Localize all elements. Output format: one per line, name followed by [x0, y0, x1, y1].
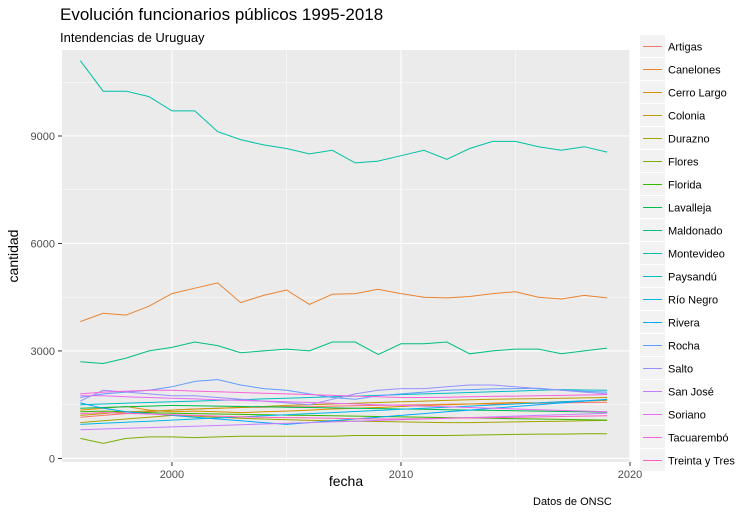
legend-label: Rocha [668, 341, 701, 353]
series-line [80, 412, 608, 420]
y-tick-label: 6000 [31, 238, 55, 250]
y-tick-label: 9000 [31, 131, 55, 143]
legend-label: Tacuarembó [668, 433, 729, 445]
major-grid [62, 50, 631, 462]
series-line [80, 412, 608, 431]
legend-label: Salto [668, 364, 693, 376]
legend-label: Rivera [668, 318, 701, 330]
series-line [80, 410, 608, 421]
series-line [80, 399, 608, 425]
series-line [80, 379, 608, 400]
series-line [80, 433, 608, 444]
y-tick-label: 3000 [31, 346, 55, 358]
legend-label: Florida [668, 180, 703, 192]
legend-label: Cerro Largo [668, 88, 727, 100]
series-line [80, 384, 608, 406]
series-line [80, 399, 608, 414]
x-tick-label: 2010 [389, 469, 413, 481]
chart-caption: Datos de ONSC [533, 496, 612, 508]
chart-subtitle: Intendencias de Uruguay [60, 30, 205, 45]
chart-title: Evolución funcionarios públicos 1995-201… [60, 5, 384, 24]
y-axis-title: cantidad [5, 230, 21, 283]
legend: Artigas Canelones Cerro Largo Colonia Durazn… [640, 35, 735, 471]
series-line [80, 404, 608, 413]
y-tick-label: 0 [49, 453, 55, 465]
series-line [80, 395, 608, 413]
legend-label: Lavalleja [668, 203, 712, 215]
legend-label: Río Negro [668, 295, 718, 307]
legend-label: Colonia [668, 111, 706, 123]
series-line [80, 389, 608, 398]
legend-label: Canelones [668, 65, 721, 77]
series-line [80, 341, 608, 365]
legend-label: Flores [668, 157, 699, 169]
legend-label: Paysandú [668, 272, 717, 284]
legend-label: Soriano [668, 410, 706, 422]
legend-label: Montevideo [668, 249, 725, 261]
legend-label: Maldonado [668, 226, 722, 238]
series-line [79, 60, 608, 164]
x-axis-title: fecha [329, 473, 363, 489]
legend-label: Artigas [668, 42, 703, 54]
series-line [80, 282, 608, 323]
legend-label: San José [668, 387, 714, 399]
axis-ticks: 2000 2010 2020 0 3000 6000 9000 [31, 131, 643, 481]
legend-label: Treinta y Tres [668, 456, 735, 468]
legend-label: Durazno [668, 134, 710, 146]
plot-panel [62, 50, 630, 462]
x-tick-label: 2000 [160, 469, 184, 481]
series-line [80, 398, 608, 425]
x-tick-label: 2020 [618, 469, 642, 481]
series-line [80, 414, 608, 424]
series-lines [79, 60, 608, 444]
